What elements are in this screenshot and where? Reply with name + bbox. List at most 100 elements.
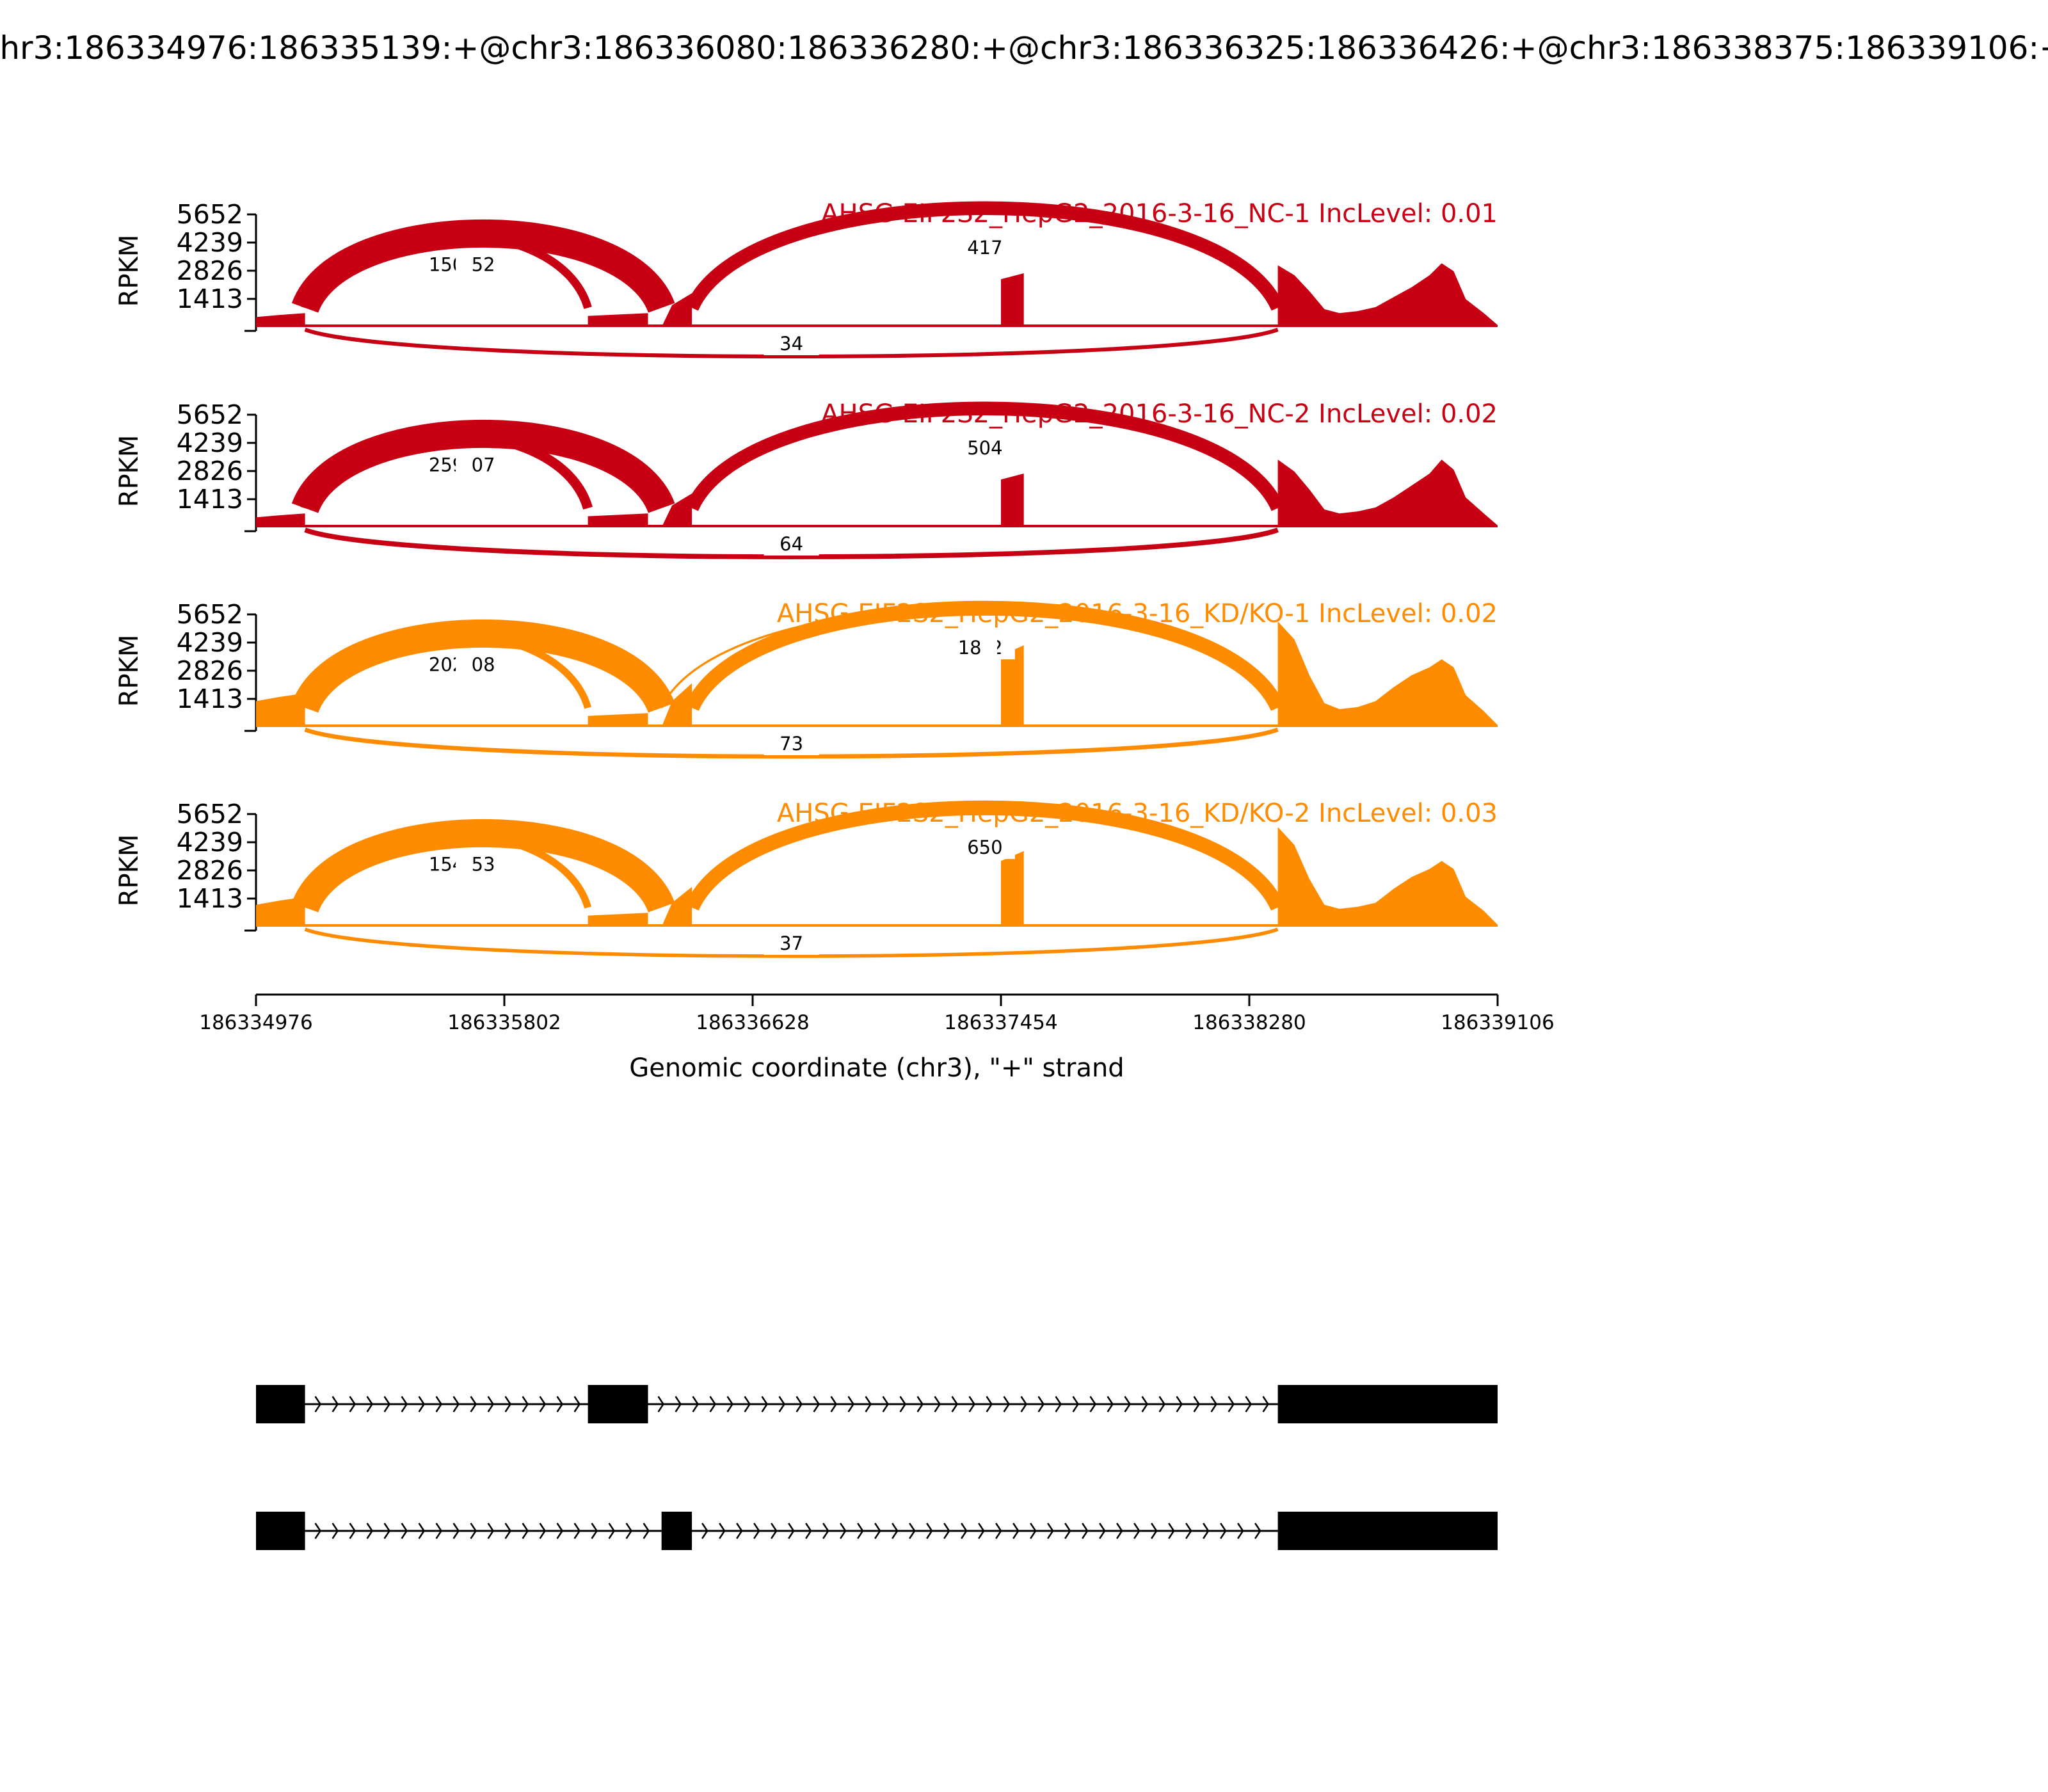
strand-arrow [418,1396,426,1412]
strand-arrow [796,1396,803,1412]
sample-title: AHSG EIF2S2_HepG2_2016-3-16_KD/KO-1 IncL… [777,599,1498,628]
strand-arrow [943,1523,950,1539]
coverage-area [1001,473,1024,527]
strand-arrow [1254,1523,1261,1539]
x-tick-label: 186337454 [944,1011,1058,1034]
strand-arrow [1176,1396,1183,1412]
strand-arrow [892,1523,899,1539]
junction-label-bg [456,653,511,676]
junction-label: 650 [967,836,1002,858]
strand-arrow [1107,1396,1114,1412]
junction-label-bg [764,932,819,955]
coverage-area [661,493,692,527]
strand-arrow [556,1523,564,1539]
figure-title: chr3:186334976:186335139:+@chr3:18633608… [0,29,2048,67]
strand-arrow [1237,1523,1244,1539]
y-tick-label: 5652 [177,399,243,430]
strand-arrow [608,1523,616,1539]
strand-arrow [1020,1396,1028,1412]
strand-arrow [916,1396,924,1412]
junction-label-bg [456,253,511,276]
exon-block [588,1385,648,1423]
y-axis-label: RPKM [115,635,144,707]
strand-arrow [830,1396,838,1412]
exon-block [1277,1385,1498,1423]
y-tick-label: 5652 [177,599,243,630]
strand-arrow [1193,1396,1201,1412]
strand-arrow [1220,1523,1227,1539]
strand-arrow [470,1523,477,1539]
strand-arrow [822,1523,829,1539]
strand-arrow [961,1523,968,1539]
strand-arrow [1030,1523,1037,1539]
junction-label-bg [954,436,1015,460]
strand-arrow [487,1396,495,1412]
y-tick-label: 2826 [177,655,243,686]
junction-label: 73 [780,733,803,755]
strand-arrow [657,1396,665,1412]
strand-arrow [778,1396,786,1412]
x-axis: 186334976 186335802 186336628 186337454 1863… [199,993,1555,1034]
junction-label: 34 [780,333,803,355]
strand-arrow [847,1396,855,1412]
sample-title: AHSG EIF2S2_HepG2_2016-3-16_NC-1 IncLeve… [821,199,1498,228]
y-axis-label: RPKM [115,835,144,907]
strand-arrow [1055,1396,1062,1412]
strand-arrow [1012,1523,1020,1539]
strand-arrow [805,1523,812,1539]
strand-arrow [314,1396,322,1412]
strand-arrow [1124,1396,1132,1412]
coverage-area [1277,621,1498,727]
strand-arrow [1064,1523,1071,1539]
junction-arc [304,927,1279,958]
strand-arrow [692,1396,700,1412]
strand-arrow [1072,1396,1080,1412]
strand-arrow [522,1396,529,1412]
y-tick-label: 2826 [177,255,243,286]
junction-label: 64 [780,533,803,555]
y-axis-label: RPKM [115,235,144,307]
strand-arrow [753,1523,760,1539]
x-tick-label: 186338280 [1192,1011,1306,1034]
strand-arrow [401,1523,408,1539]
strand-arrow [857,1523,864,1539]
x-tick-label: 186334976 [199,1011,313,1034]
junction-label: 504 [967,437,1002,459]
strand-arrow [591,1523,598,1539]
coverage-area [588,513,648,527]
strand-arrow [709,1396,717,1412]
y-tick-label: 5652 [177,199,243,230]
coverage-area [1277,460,1498,527]
strand-arrow [625,1523,633,1539]
coverage-area [661,293,692,327]
strand-arrow [726,1396,734,1412]
isoform-track [256,1385,1498,1550]
strand-arrow [522,1523,529,1539]
coverage-area [588,713,648,727]
strand-arrow [1151,1523,1158,1539]
strand-arrow [1037,1396,1045,1412]
coverage-area [1277,263,1498,327]
junction-label-bg [954,236,1015,260]
y-tick-label: 1413 [177,284,243,314]
exon-block [661,1512,692,1550]
strand-arrow [1116,1523,1123,1539]
y-tick-label: 1413 [177,684,243,714]
strand-arrow [719,1523,726,1539]
junction-label-bg [764,532,819,556]
x-tick-label: 186339106 [1441,1011,1555,1034]
junction-label-bg [456,453,511,477]
strand-arrow [968,1396,976,1412]
strand-arrow [487,1523,495,1539]
junction-label: 53 [472,854,495,876]
strand-arrow [539,1396,547,1412]
junction-arc [304,727,1279,759]
junction-arc [685,201,1284,311]
strand-arrow [1047,1523,1054,1539]
junction-arc [291,819,675,913]
strand-arrow [909,1523,916,1539]
